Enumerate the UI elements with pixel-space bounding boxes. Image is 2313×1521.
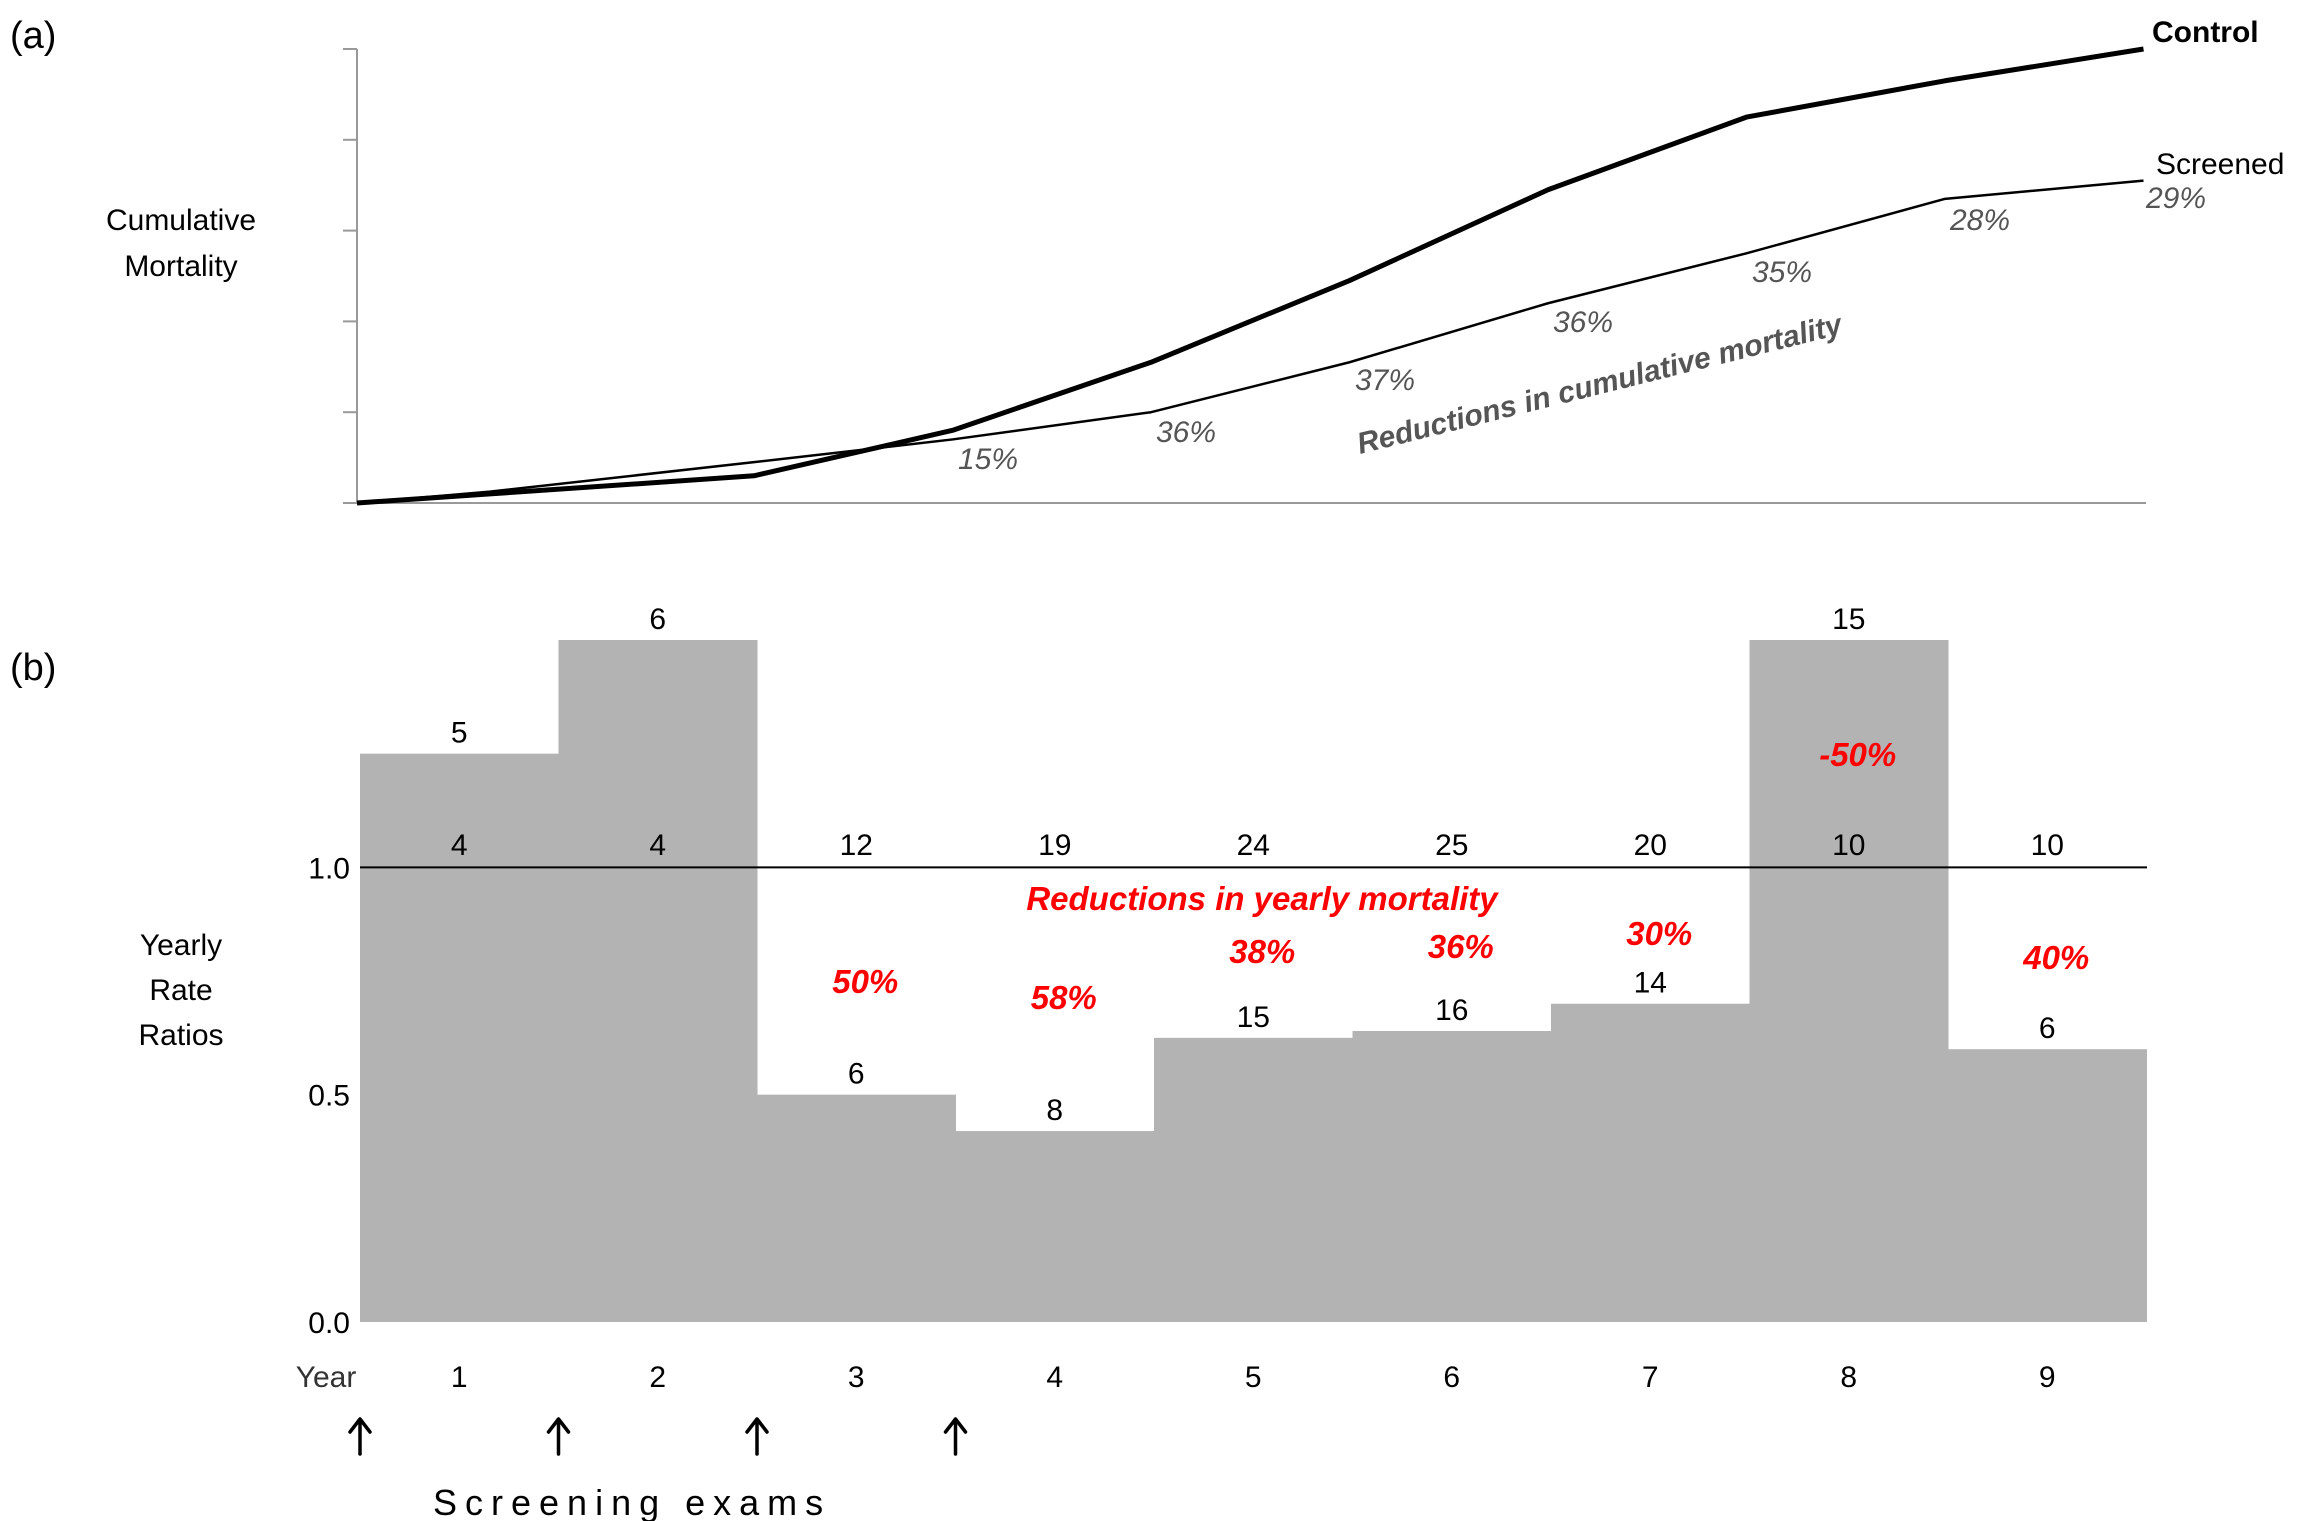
yearly-reduction-label: -50% xyxy=(1819,736,1896,773)
x-tick-label: 8 xyxy=(1840,1361,1857,1394)
screened-count-label: 6 xyxy=(2039,1012,2056,1045)
control-count-label: 24 xyxy=(1237,829,1270,862)
x-tick-label: 5 xyxy=(1245,1361,1262,1394)
bar xyxy=(1551,1003,1750,1322)
x-tick-label: 6 xyxy=(1443,1361,1460,1394)
control-count-label: 20 xyxy=(1634,829,1667,862)
control-count-label: 4 xyxy=(451,829,468,862)
screened-count-label: 15 xyxy=(1832,603,1865,636)
cumulative-reduction-label: 28% xyxy=(1949,204,2010,237)
series-line-screened xyxy=(356,179,2144,505)
screened-count-label: 6 xyxy=(848,1058,865,1091)
y-axis-label-a: Cumulative xyxy=(106,204,256,237)
x-tick-label: 7 xyxy=(1642,1361,1659,1394)
screened-count-label: 8 xyxy=(1046,1094,1063,1127)
bar xyxy=(955,1131,1155,1322)
cumulative-reduction-label: 36% xyxy=(1553,306,1613,339)
panel-label-a: (a) xyxy=(10,15,56,57)
control-count-label: 10 xyxy=(1832,829,1865,862)
bar xyxy=(1948,1049,2147,1322)
screening-arrow-icon xyxy=(943,1417,968,1456)
cumulative-reduction-label: 35% xyxy=(1752,256,1812,289)
cumulative-reduction-label: 29% xyxy=(2145,182,2206,215)
yearly-reduction-label: 40% xyxy=(2022,939,2089,976)
yearly-reduction-label: 58% xyxy=(1031,979,1097,1016)
bar xyxy=(1154,1037,1353,1322)
cumulative-reduction-label: 37% xyxy=(1355,364,1415,397)
y-tick-label-b: 0.5 xyxy=(308,1080,350,1113)
bar xyxy=(558,640,758,1322)
yearly-reduction-label: 36% xyxy=(1428,928,1494,965)
bar xyxy=(1749,640,1949,1322)
bar xyxy=(757,1094,956,1322)
x-tick-label: 1 xyxy=(451,1361,468,1394)
y-tick-label-b: 0.0 xyxy=(308,1307,350,1340)
screened-count-label: 6 xyxy=(649,603,666,636)
screened-count-label: 14 xyxy=(1634,967,1667,1000)
bar xyxy=(1352,1031,1552,1322)
x-tick-label: 4 xyxy=(1046,1361,1063,1394)
series-label-screened: Screened xyxy=(2156,148,2284,181)
screening-arrow-icon xyxy=(745,1417,769,1456)
y-axis-label-b: Ratios xyxy=(138,1019,223,1052)
screening-arrow-icon xyxy=(546,1417,571,1456)
bar xyxy=(360,753,559,1322)
panel-label-b: (b) xyxy=(10,647,56,689)
yearly-reduction-label: 38% xyxy=(1229,933,1295,970)
control-count-label: 10 xyxy=(2031,829,2064,862)
cumulative-reduction-label: 15% xyxy=(958,443,1018,476)
yearly-reduction-label: 30% xyxy=(1626,915,1692,952)
x-tick-label: 3 xyxy=(848,1361,865,1394)
y-axis-label-a: Mortality xyxy=(124,250,237,283)
x-tick-label: 2 xyxy=(649,1361,666,1394)
y-axis-label-b: Yearly xyxy=(140,929,222,962)
y-axis-label-b: Rate xyxy=(149,974,212,1007)
screened-count-label: 5 xyxy=(451,717,468,750)
control-count-label: 25 xyxy=(1435,829,1468,862)
screening-exams-label: Screening exams xyxy=(433,1482,831,1521)
control-count-label: 4 xyxy=(649,829,666,862)
cumulative-reduction-label: 36% xyxy=(1156,416,1216,449)
series-label-control: Control xyxy=(2152,16,2259,49)
x-tick-label: 9 xyxy=(2039,1361,2056,1394)
control-count-label: 12 xyxy=(840,829,873,862)
yearly-reduction-label: 50% xyxy=(832,963,898,1000)
control-count-label: 19 xyxy=(1038,829,1071,862)
screening-arrow-icon xyxy=(348,1417,372,1456)
screened-count-label: 15 xyxy=(1237,1001,1270,1034)
series-line-control xyxy=(356,46,2144,506)
yearly-reductions-title: Reductions in yearly mortality xyxy=(1026,880,1499,917)
x-axis-label: Year xyxy=(296,1361,357,1394)
screened-count-label: 16 xyxy=(1435,994,1468,1027)
y-tick-label-b: 1.0 xyxy=(308,852,350,885)
